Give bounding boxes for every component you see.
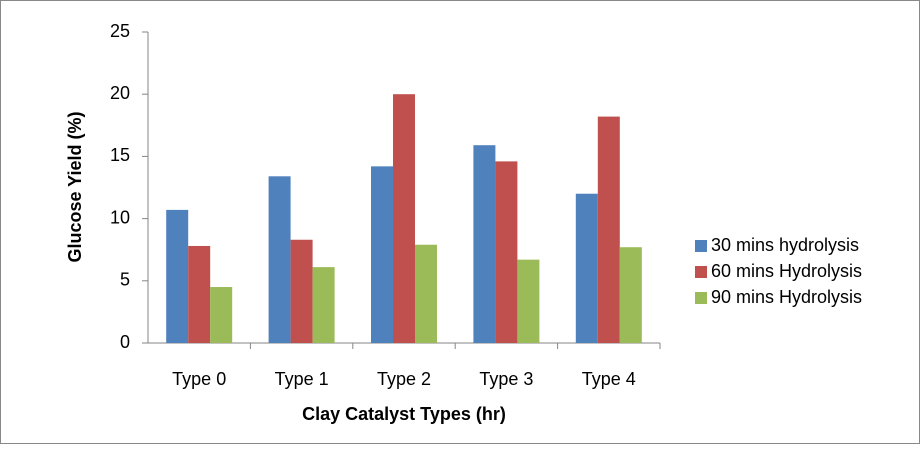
bar <box>517 259 540 343</box>
x-tick-label: Type 1 <box>275 369 329 389</box>
bar <box>312 267 335 343</box>
y-axis-title: Glucose Yield (%) <box>65 111 85 262</box>
bar <box>575 193 598 343</box>
bar <box>166 209 189 343</box>
y-tick-label: 15 <box>110 145 130 165</box>
y-tick-label: 5 <box>120 270 130 290</box>
bar <box>393 94 415 343</box>
bar <box>290 239 313 343</box>
bar <box>188 245 211 343</box>
legend-label: 30 mins hydrolysis <box>711 235 859 255</box>
x-tick-label: Type 4 <box>582 369 636 389</box>
x-tick-label: Type 2 <box>377 369 431 389</box>
bar <box>597 116 620 343</box>
x-tick-label: Type 0 <box>172 369 226 389</box>
legend-swatch <box>695 240 707 252</box>
bar <box>619 247 642 343</box>
bar <box>268 176 291 343</box>
y-tick-label: 25 <box>110 21 130 41</box>
legend-swatch <box>695 292 707 304</box>
y-tick-label: 10 <box>110 207 130 227</box>
bar <box>473 145 496 343</box>
legend-label: 60 mins Hydrolysis <box>711 261 862 281</box>
bar <box>495 161 518 343</box>
bar <box>210 287 233 343</box>
x-axis-title: Clay Catalyst Types (hr) <box>302 404 506 424</box>
bar <box>415 244 437 343</box>
legend-label: 90 mins Hydrolysis <box>711 287 862 307</box>
legend-swatch <box>695 266 707 278</box>
bar <box>371 166 393 343</box>
x-tick-label: Type 3 <box>479 369 533 389</box>
y-tick-label: 0 <box>120 332 130 352</box>
y-tick-label: 20 <box>110 83 130 103</box>
